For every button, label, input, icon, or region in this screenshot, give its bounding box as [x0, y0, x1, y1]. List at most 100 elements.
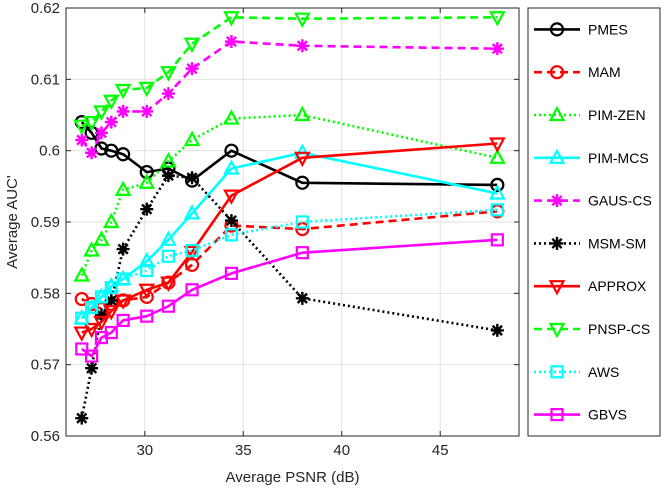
data-point — [224, 35, 238, 49]
legend-item-gbvs: GBVS — [534, 407, 627, 423]
data-point — [93, 230, 110, 246]
data-point — [549, 65, 565, 80]
data-point — [223, 189, 240, 205]
legend-label: APPROX — [588, 278, 647, 294]
y-axis-label: Average AUC' — [4, 175, 21, 269]
data-point — [116, 313, 130, 328]
data-point — [75, 311, 89, 325]
data-point — [75, 411, 89, 425]
legend-label: PIM-MCS — [588, 150, 649, 166]
data-point — [104, 115, 118, 129]
series-line — [80, 151, 498, 320]
data-point — [114, 83, 132, 100]
data-point — [93, 105, 110, 121]
data-point — [160, 66, 177, 82]
data-point — [116, 104, 130, 118]
data-point — [94, 308, 108, 322]
legend-label: PMES — [588, 21, 628, 37]
data-point — [160, 152, 177, 168]
data-point — [224, 214, 238, 228]
legend-label: AWS — [588, 364, 619, 380]
data-point — [294, 105, 311, 122]
data-point — [183, 204, 201, 220]
data-point — [102, 94, 120, 111]
data-point — [104, 281, 118, 295]
x-axis-label: Average PSNR (dB) — [226, 469, 360, 486]
series-approx — [73, 137, 506, 342]
data-point — [295, 246, 309, 260]
data-point — [295, 215, 309, 229]
data-point — [140, 263, 154, 278]
data-point — [548, 322, 566, 339]
data-point — [85, 301, 99, 315]
data-point — [140, 309, 154, 323]
data-point — [73, 119, 91, 136]
data-point — [104, 293, 118, 307]
data-point — [83, 116, 100, 132]
data-point — [85, 349, 99, 363]
data-point — [490, 203, 504, 217]
data-point — [224, 228, 239, 242]
data-point — [488, 137, 506, 153]
data-point — [548, 280, 566, 296]
data-point — [75, 133, 89, 147]
data-point — [73, 266, 91, 282]
data-point — [93, 315, 110, 332]
data-point — [294, 12, 311, 29]
x-tick-label: 45 — [432, 442, 449, 459]
legend-item-pmes: PMES — [534, 21, 628, 37]
data-point — [138, 251, 156, 268]
data-point — [85, 361, 99, 375]
x-tick-label: 30 — [136, 442, 153, 459]
data-point — [549, 22, 565, 37]
data-point — [102, 212, 120, 229]
y-tick-label: 0.56 — [31, 428, 60, 445]
legend-item-gaus-cs: GAUS-CS — [534, 193, 652, 209]
data-point — [488, 11, 506, 27]
series-gaus-cs — [75, 35, 504, 160]
data-point — [116, 272, 130, 286]
legend-item-aws: AWS — [534, 364, 619, 380]
legend: PMES MAM PIM-ZEN PIM-MCS GAUS-CS MSM-SM APPROX… — [527, 7, 661, 437]
data-point — [548, 105, 566, 122]
ticks: 30 35 40 45 0.56 0.57 0.58 0.59 0.6 0.61 0.62 — [31, 0, 519, 459]
data-point — [114, 180, 132, 196]
legend-item-msm-sm: MSM-SM — [534, 235, 646, 251]
y-tick-label: 0.58 — [31, 285, 60, 302]
data-point — [294, 151, 311, 168]
legend-label: MSM-SM — [588, 235, 646, 251]
y-tick-label: 0.62 — [31, 0, 60, 17]
data-point — [83, 322, 100, 339]
data-point — [140, 104, 154, 118]
data-point — [550, 194, 564, 208]
data-point — [295, 291, 309, 305]
data-point — [85, 146, 99, 160]
data-point — [490, 323, 504, 337]
data-point — [160, 230, 177, 246]
data-point — [488, 148, 506, 164]
data-point — [185, 243, 199, 258]
data-point — [140, 202, 154, 216]
data-point — [116, 147, 131, 162]
data-point — [185, 283, 199, 297]
data-point — [104, 325, 118, 340]
data-point — [83, 241, 100, 257]
data-point — [185, 171, 199, 185]
data-point — [550, 408, 564, 422]
data-point — [224, 143, 239, 158]
data-point — [224, 266, 239, 280]
legend-item-approx: APPROX — [534, 278, 647, 296]
series-pim-zen — [73, 105, 506, 282]
data-point — [102, 305, 120, 321]
series-aws — [75, 203, 504, 325]
data-point — [488, 184, 506, 200]
series-line — [80, 113, 498, 276]
data-point — [160, 276, 177, 292]
legend-item-pim-mcs: PIM-MCS — [534, 148, 649, 166]
data-point — [183, 37, 201, 53]
data-point — [161, 299, 176, 313]
data-point — [295, 175, 310, 190]
data-point — [138, 283, 156, 300]
data-point — [223, 11, 240, 27]
